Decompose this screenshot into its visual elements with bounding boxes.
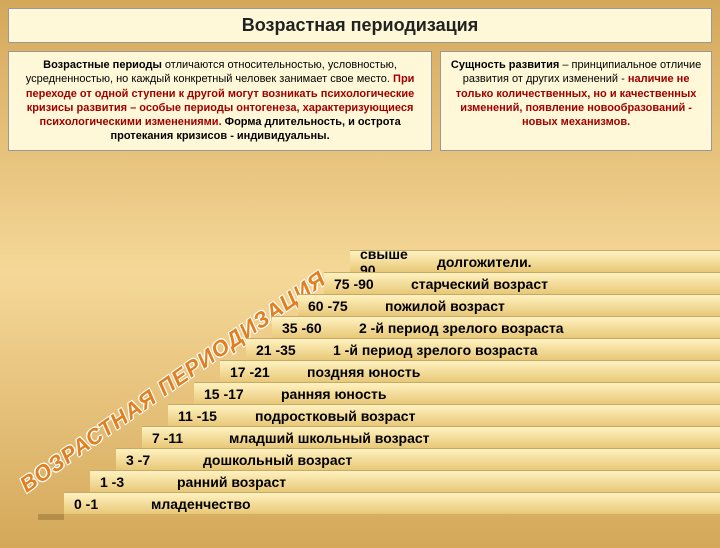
step-label: подростковый возраст [255,408,415,424]
step-age: 1 -3 [100,474,155,490]
box-left: Возрастные периоды отличаются относитель… [8,51,432,151]
step-age: 0 -1 [74,496,129,512]
step-label: дошкольный возраст [203,452,352,468]
box-right-bold: Сущность развития [451,59,559,71]
step-label: долгожители. [437,254,532,270]
step-label: младший школьный возраст [229,430,430,446]
age-step: 3 -7 дошкольный возраст [116,448,720,470]
step-age: 7 -11 [152,430,207,446]
step-age: 11 -15 [178,408,233,424]
step-label: младенчество [151,496,251,512]
step-label: ранняя юность [281,386,387,402]
step-label: старческий возраст [411,276,548,292]
info-boxes: Возрастные периоды отличаются относитель… [8,51,712,151]
stair-area: ВОЗРАСТНАЯ ПЕРИОДИЗАЦИЯ свыше 90долгожит… [0,238,720,538]
age-step: 7 -11 младший школьный возраст [142,426,720,448]
age-step: 15 -17 ранняя юность [194,382,720,404]
age-step: 21 -35 1 -й период зрелого возраста [246,338,720,360]
age-step: 17 -21 поздняя юность [220,360,720,382]
step-age: 60 -75 [308,298,363,314]
step-label: ранний возраст [177,474,286,490]
age-step: 35 -60 2 -й период зрелого возраста [272,316,720,338]
step-age: 21 -35 [256,342,311,358]
age-step: 60 -75 пожилой возраст [298,294,720,316]
step-age: 35 -60 [282,320,337,336]
age-step: 75 -90 старческий возраст [324,272,720,294]
step-age: 15 -17 [204,386,259,402]
step-label: пожилой возраст [385,298,505,314]
page-title: Возрастная периодизация [8,8,712,43]
box-right: Сущность развития – принципиальное отлич… [440,51,712,151]
step-label: 1 -й период зрелого возраста [333,342,538,358]
step-label: 2 -й период зрелого возраста [359,320,564,336]
age-step: 1 -3 ранний возраст [90,470,720,492]
age-step: свыше 90долгожители. [350,250,720,272]
step-shadow [38,514,64,520]
step-age: 75 -90 [334,276,389,292]
age-step: 11 -15 подростковый возраст [168,404,720,426]
age-step: 0 -1 младенчество [64,492,720,514]
step-age: 3 -7 [126,452,181,468]
step-label: поздняя юность [307,364,420,380]
step-age: 17 -21 [230,364,285,380]
box-left-bold1: Возрастные периоды [43,59,162,71]
